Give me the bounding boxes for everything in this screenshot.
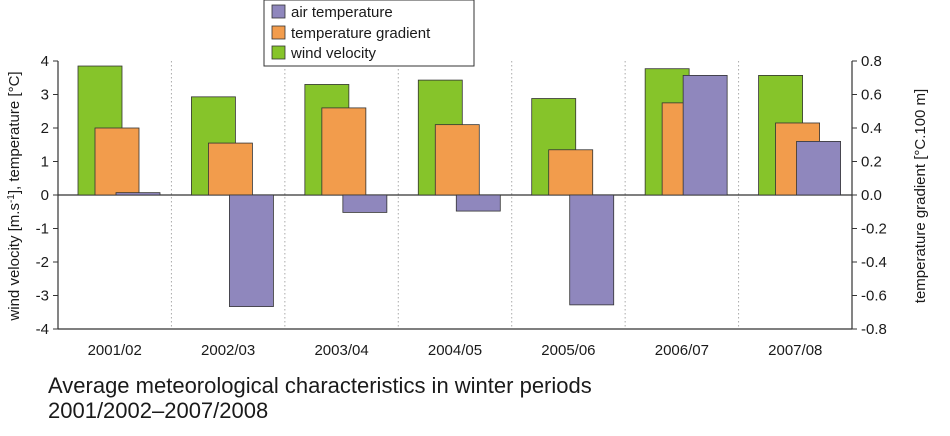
left-tick-label-2: -2 [36, 254, 49, 271]
right-axis-ticks: -0.8 -0.6 -0.4 -0.2 0.0 0.2 0.4 0.6 0.8 [852, 53, 887, 338]
legend-swatch-air-temperature [271, 4, 286, 19]
right-axis-title: temperature gradient [°C.100 m] [912, 89, 929, 303]
left-axis-title-main: wind velocity [m.s [6, 203, 23, 322]
bar-air-temperature-2002-03 [229, 194, 274, 307]
caption-line-2: 2001/2002–2007/2008 [48, 398, 269, 423]
right-tick-label-4: 0.0 [861, 187, 882, 204]
bars [77, 65, 841, 307]
grid-lines [170, 61, 740, 329]
x-tick-label-3: 2004/05 [428, 342, 482, 359]
left-axis-title: wind velocity [m.s-1], temperature [°C] [6, 71, 24, 321]
bar-temperature-gradient-2001-02 [94, 127, 140, 196]
legend-swatch-wind-velocity [271, 45, 286, 60]
legend-label-temperature-gradient: temperature gradient [291, 25, 431, 42]
right-tick-label-3: -0.2 [861, 221, 887, 238]
right-tick-label-7: 0.6 [861, 87, 882, 104]
right-tick-label-1: -0.6 [861, 288, 887, 305]
right-tick-label-2: -0.4 [861, 254, 887, 271]
bar-temperature-gradient-2004-05 [434, 124, 480, 196]
right-tick-label-5: 0.2 [861, 154, 882, 171]
x-axis-ticks: 2001/02 2002/03 2003/04 2004/05 2005/06 2006/… [88, 342, 823, 359]
x-tick-label-6: 2007/08 [768, 342, 822, 359]
bar-air-temperature-2006-07 [682, 75, 728, 196]
legend: air temperature temperature gradient win… [263, 0, 475, 67]
bar-air-temperature-2003-04 [342, 194, 388, 213]
left-tick-label-5: 1 [41, 154, 49, 171]
legend-label-air-temperature: air temperature [291, 4, 393, 21]
bar-temperature-gradient-2005-06 [548, 149, 594, 196]
left-axis-title-rest: ], temperature [°C] [6, 71, 23, 194]
left-axis-title-sup: -1 [6, 194, 17, 203]
left-tick-label-6: 2 [41, 120, 49, 137]
x-tick-label-2: 2003/04 [314, 342, 368, 359]
bar-temperature-gradient-2002-03 [208, 142, 253, 196]
chart: -4 -3 -2 -1 0 1 2 3 4 -0.8 -0.6 -0.4 -0.2 0.0 0.2 0.4 0… [6, 0, 929, 359]
left-axis-ticks: -4 -3 -2 -1 0 1 2 3 4 [36, 53, 58, 338]
right-tick-label-6: 0.4 [861, 120, 882, 137]
chart-caption: Average meteorological characteristics i… [48, 373, 592, 423]
x-tick-label-4: 2005/06 [541, 342, 595, 359]
right-tick-label-0: -0.8 [861, 321, 887, 338]
x-tick-label-0: 2001/02 [88, 342, 142, 359]
caption-line-1: Average meteorological characteristics i… [48, 373, 592, 398]
x-tick-label-5: 2006/07 [655, 342, 709, 359]
legend-box [263, 0, 475, 67]
bar-air-temperature-2005-06 [569, 194, 615, 306]
left-tick-label-7: 3 [41, 87, 49, 104]
x-tick-label-1: 2002/03 [201, 342, 255, 359]
left-tick-label-0: -4 [36, 321, 49, 338]
left-tick-label-4: 0 [41, 187, 49, 204]
left-tick-label-8: 4 [41, 53, 49, 70]
legend-swatch-temperature-gradient [271, 25, 286, 40]
left-tick-label-3: -1 [36, 221, 49, 238]
legend-label-wind-velocity: wind velocity [290, 45, 377, 62]
bar-temperature-gradient-2003-04 [321, 107, 367, 196]
bar-air-temperature-2004-05 [455, 194, 501, 212]
bar-air-temperature-2007-08 [796, 140, 841, 196]
right-tick-label-8: 0.8 [861, 53, 882, 70]
bar-air-temperature-2001-02 [115, 192, 161, 196]
left-tick-label-1: -3 [36, 288, 49, 305]
